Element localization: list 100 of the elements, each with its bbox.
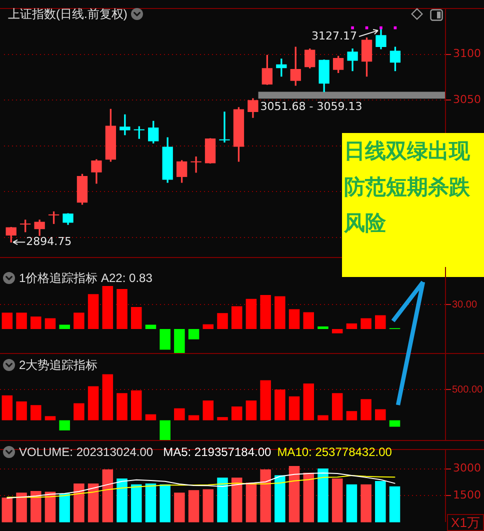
bar	[332, 393, 343, 420]
bar	[260, 469, 271, 522]
bar	[202, 489, 214, 522]
bar	[30, 316, 42, 330]
bar	[346, 323, 358, 330]
bar	[375, 481, 386, 522]
bar	[360, 399, 372, 420]
bar	[102, 469, 114, 522]
bar	[44, 416, 56, 420]
bar	[274, 296, 286, 330]
bar	[346, 484, 358, 522]
annotation: 3127.17	[311, 29, 357, 42]
bar	[102, 374, 114, 420]
bar	[74, 312, 84, 330]
bar	[130, 390, 142, 420]
bar	[30, 490, 42, 522]
bar	[174, 329, 185, 354]
bar	[16, 312, 27, 330]
bar	[44, 318, 56, 330]
bar	[2, 395, 13, 420]
bar	[2, 498, 13, 522]
band-label: 3051.68 - 3059.13	[260, 100, 362, 113]
bar	[260, 294, 271, 330]
bar	[44, 492, 56, 522]
chart-title: 上证指数(日线.前复权)	[8, 7, 128, 21]
bar	[102, 286, 114, 330]
bar	[59, 324, 70, 330]
annotation: 2894.75	[26, 235, 72, 248]
bar	[217, 313, 228, 330]
y-axis-title: X1万	[447, 514, 484, 531]
series-label: MA10: 253778432.00	[277, 445, 392, 459]
bar	[303, 472, 314, 522]
bar	[360, 484, 372, 522]
bar	[288, 396, 300, 420]
bar	[231, 406, 242, 420]
bar	[16, 401, 27, 420]
bar	[318, 415, 328, 420]
bar	[88, 386, 99, 420]
text: 500.00	[452, 384, 484, 396]
bar	[116, 393, 128, 420]
bar	[145, 324, 156, 330]
bar	[346, 411, 358, 420]
bar	[360, 318, 372, 330]
y-tick-label: 3100	[453, 47, 481, 60]
bar	[303, 383, 314, 420]
bar	[303, 312, 314, 330]
bar	[217, 478, 228, 522]
bar	[74, 403, 84, 420]
bar	[130, 307, 142, 330]
bar	[332, 329, 343, 334]
bar	[332, 478, 343, 522]
bar	[116, 478, 128, 522]
bar	[202, 324, 214, 330]
bar	[188, 329, 200, 340]
bar	[88, 294, 99, 330]
bar	[389, 486, 400, 522]
chart-title: VOLUME: 202313024.00	[19, 445, 154, 459]
bar	[188, 415, 200, 420]
bar	[145, 414, 156, 420]
bar	[318, 468, 328, 522]
annotation: 日线双绿出现防范短期杀跌风险	[342, 133, 484, 277]
y-tick-label: 3000	[453, 462, 481, 475]
bar	[318, 326, 328, 330]
bar	[188, 490, 200, 522]
candlestick	[190, 156, 202, 173]
y-tick-label: 3050	[453, 92, 481, 106]
bar	[375, 315, 386, 330]
bar	[174, 492, 185, 522]
bar	[116, 288, 128, 330]
bar	[145, 484, 156, 522]
bar	[202, 400, 214, 420]
text: 30.00	[452, 299, 478, 310]
candlestick	[219, 112, 230, 143]
bar	[2, 312, 13, 330]
bar	[274, 475, 286, 522]
bar	[59, 493, 70, 522]
bar	[160, 329, 170, 350]
bar	[231, 478, 242, 522]
bar	[30, 405, 42, 420]
bar	[130, 484, 142, 522]
chart-title: 1价格追踪指标 A22: 0.83	[19, 271, 152, 285]
bar	[59, 420, 70, 430]
bar	[88, 484, 99, 522]
bar	[74, 484, 84, 522]
chart-title: 2大势追踪指标	[19, 358, 98, 372]
bar	[16, 492, 27, 522]
bar	[260, 380, 271, 420]
y-tick-label: 1500	[453, 488, 481, 502]
bar	[246, 482, 257, 522]
bar	[375, 409, 386, 420]
bar	[160, 484, 170, 522]
bar	[246, 400, 257, 420]
bar	[231, 306, 242, 330]
series-label: MA5: 219357184.00	[163, 445, 272, 459]
bar	[217, 417, 228, 420]
bar	[174, 408, 185, 420]
bar	[288, 309, 300, 330]
bar	[246, 298, 257, 330]
bar	[288, 466, 300, 522]
bar	[389, 420, 400, 427]
